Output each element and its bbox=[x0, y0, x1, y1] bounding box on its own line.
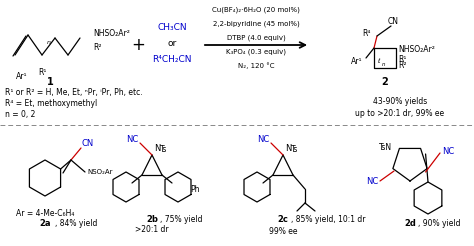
Text: , 75% yield: , 75% yield bbox=[160, 215, 202, 225]
Text: NC: NC bbox=[366, 176, 378, 185]
Text: R⁴ = Et, methoxymethyl: R⁴ = Et, methoxymethyl bbox=[5, 98, 97, 108]
Text: 2: 2 bbox=[382, 77, 388, 87]
Text: 2,2-bipyridine (45 mol%): 2,2-bipyridine (45 mol%) bbox=[213, 21, 300, 27]
Text: Ph: Ph bbox=[190, 184, 200, 194]
Text: K₃PO₄ (0.3 equiv): K₃PO₄ (0.3 equiv) bbox=[226, 49, 286, 55]
Text: , 90% yield: , 90% yield bbox=[418, 219, 461, 229]
Text: 1: 1 bbox=[46, 77, 54, 87]
Text: CH₃CN: CH₃CN bbox=[157, 24, 187, 32]
Text: NHSO₂Ar²: NHSO₂Ar² bbox=[93, 30, 130, 39]
Text: up to >20:1 dr, 99% ee: up to >20:1 dr, 99% ee bbox=[356, 108, 445, 118]
Text: Cu(BF₄)₂·6H₂O (20 mol%): Cu(BF₄)₂·6H₂O (20 mol%) bbox=[212, 7, 300, 13]
Text: 2a: 2a bbox=[39, 219, 51, 229]
Text: 2d: 2d bbox=[404, 219, 416, 229]
Text: R²: R² bbox=[398, 62, 407, 71]
Text: R¹: R¹ bbox=[38, 68, 46, 77]
Text: n: n bbox=[382, 62, 385, 67]
Text: n: n bbox=[47, 40, 51, 45]
Text: 43-90% yields: 43-90% yields bbox=[373, 97, 427, 107]
Text: Ar¹: Ar¹ bbox=[350, 58, 362, 66]
Text: Ts: Ts bbox=[160, 145, 167, 154]
Text: NC: NC bbox=[442, 148, 454, 156]
Text: CN: CN bbox=[82, 139, 94, 149]
Text: n = 0, 2: n = 0, 2 bbox=[5, 109, 36, 119]
Text: 99% ee: 99% ee bbox=[269, 227, 297, 235]
Text: NSO₂Ar: NSO₂Ar bbox=[87, 169, 112, 175]
Text: NHSO₂Ar²: NHSO₂Ar² bbox=[398, 46, 435, 55]
Text: R⁴: R⁴ bbox=[363, 30, 371, 39]
Text: 2b: 2b bbox=[146, 215, 158, 225]
Text: , 84% yield: , 84% yield bbox=[55, 219, 97, 229]
Text: CN: CN bbox=[388, 17, 399, 27]
Text: DTBP (4.0 equiv): DTBP (4.0 equiv) bbox=[227, 35, 285, 41]
Text: ℓ: ℓ bbox=[377, 59, 380, 64]
Text: R²: R² bbox=[93, 44, 101, 52]
Text: or: or bbox=[167, 40, 177, 48]
Text: Ar¹: Ar¹ bbox=[16, 72, 28, 81]
Text: Ar = 4-Me-C₆H₄: Ar = 4-Me-C₆H₄ bbox=[16, 209, 74, 217]
Text: R¹ or R² = H, Me, Et, ⁿPr, ⁱPr, Ph, etc.: R¹ or R² = H, Me, Et, ⁿPr, ⁱPr, Ph, etc. bbox=[5, 88, 143, 96]
Text: Ts: Ts bbox=[291, 145, 298, 154]
Text: TsN: TsN bbox=[379, 143, 392, 153]
Text: R¹: R¹ bbox=[398, 56, 406, 64]
Text: >20:1 dr: >20:1 dr bbox=[135, 226, 169, 234]
Text: N: N bbox=[154, 144, 160, 153]
Text: R⁴CH₂CN: R⁴CH₂CN bbox=[152, 56, 192, 64]
Text: 2c: 2c bbox=[278, 215, 289, 225]
Text: +: + bbox=[131, 36, 145, 54]
Text: N₂, 120 °C: N₂, 120 °C bbox=[238, 63, 274, 69]
Text: NC: NC bbox=[257, 135, 269, 143]
Text: N: N bbox=[285, 144, 292, 153]
Text: , 85% yield, 10:1 dr: , 85% yield, 10:1 dr bbox=[291, 215, 365, 225]
Text: NC: NC bbox=[126, 135, 138, 143]
